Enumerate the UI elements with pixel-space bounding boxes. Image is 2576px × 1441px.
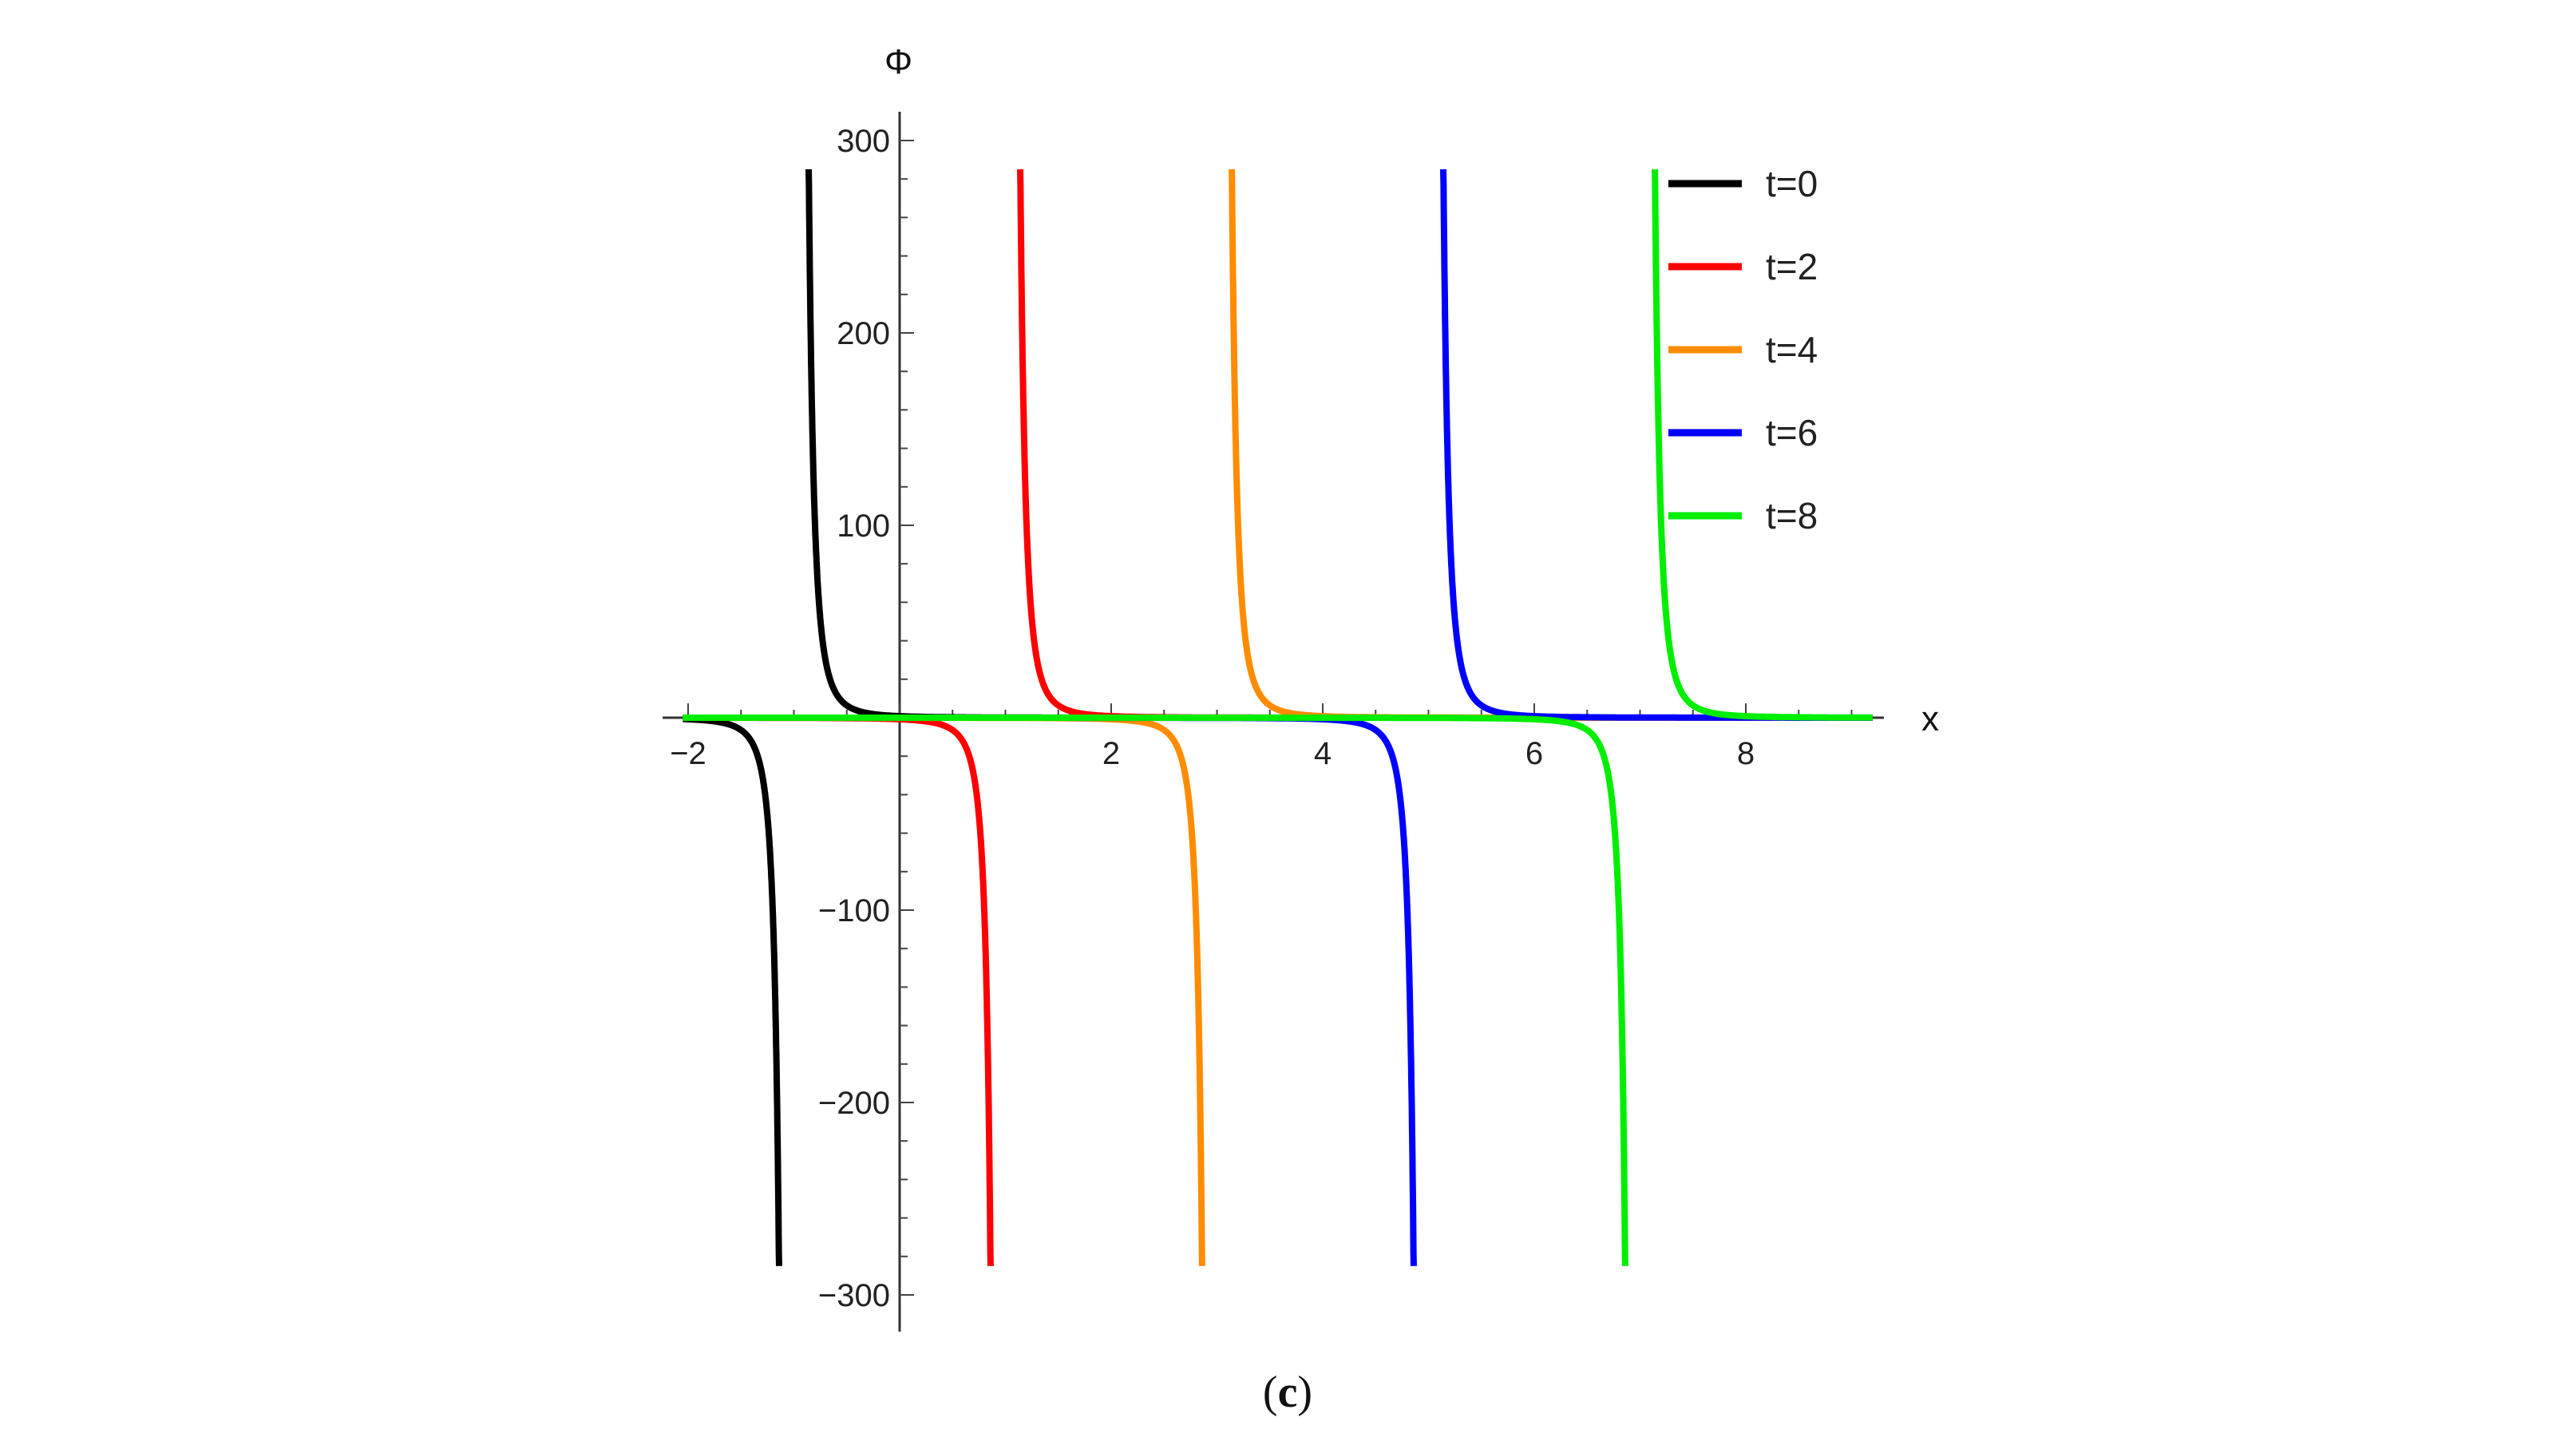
y-tick-label: −300: [818, 1278, 890, 1313]
series-line-t=2: [679, 715, 994, 1266]
series-line-t=0: [679, 715, 782, 1266]
plot-curves: [679, 169, 1876, 1266]
legend-label: t=6: [1766, 412, 1818, 453]
legend: t=0 t=2 t=4 t=6 t=8: [1668, 163, 1818, 536]
x-tick-label: 8: [1737, 736, 1755, 771]
legend-label: t=0: [1766, 163, 1818, 204]
x-tick-label: 2: [1102, 736, 1120, 771]
y-tick-label: −100: [818, 893, 890, 928]
x-tick-label: 6: [1525, 736, 1543, 771]
legend-label: t=4: [1766, 329, 1818, 370]
x-axis-label: x: [1921, 699, 1939, 738]
figure-caption: (c): [1263, 1368, 1312, 1417]
series-line-t=0: [805, 169, 1876, 721]
series-line-t=6: [679, 715, 1417, 1266]
x-tick-label: 4: [1314, 736, 1332, 771]
series-line-t=8: [1652, 169, 1876, 721]
y-axis-label: Φ: [884, 42, 912, 81]
y-tick-label: 300: [837, 124, 890, 159]
y-tick-label: 200: [837, 316, 890, 351]
tick-labels: −2 2 4 6 8 300 200 100 −100 −200 −300: [670, 124, 1755, 1313]
x-tick-label: −2: [670, 736, 706, 771]
axes: [663, 112, 1884, 1332]
series-line-t=4: [679, 715, 1205, 1266]
series-line-t=8: [679, 715, 1628, 1266]
y-tick-label: −200: [818, 1086, 890, 1121]
y-tick-label: 100: [837, 509, 890, 544]
legend-label: t=2: [1766, 246, 1818, 287]
legend-label: t=8: [1766, 495, 1818, 536]
